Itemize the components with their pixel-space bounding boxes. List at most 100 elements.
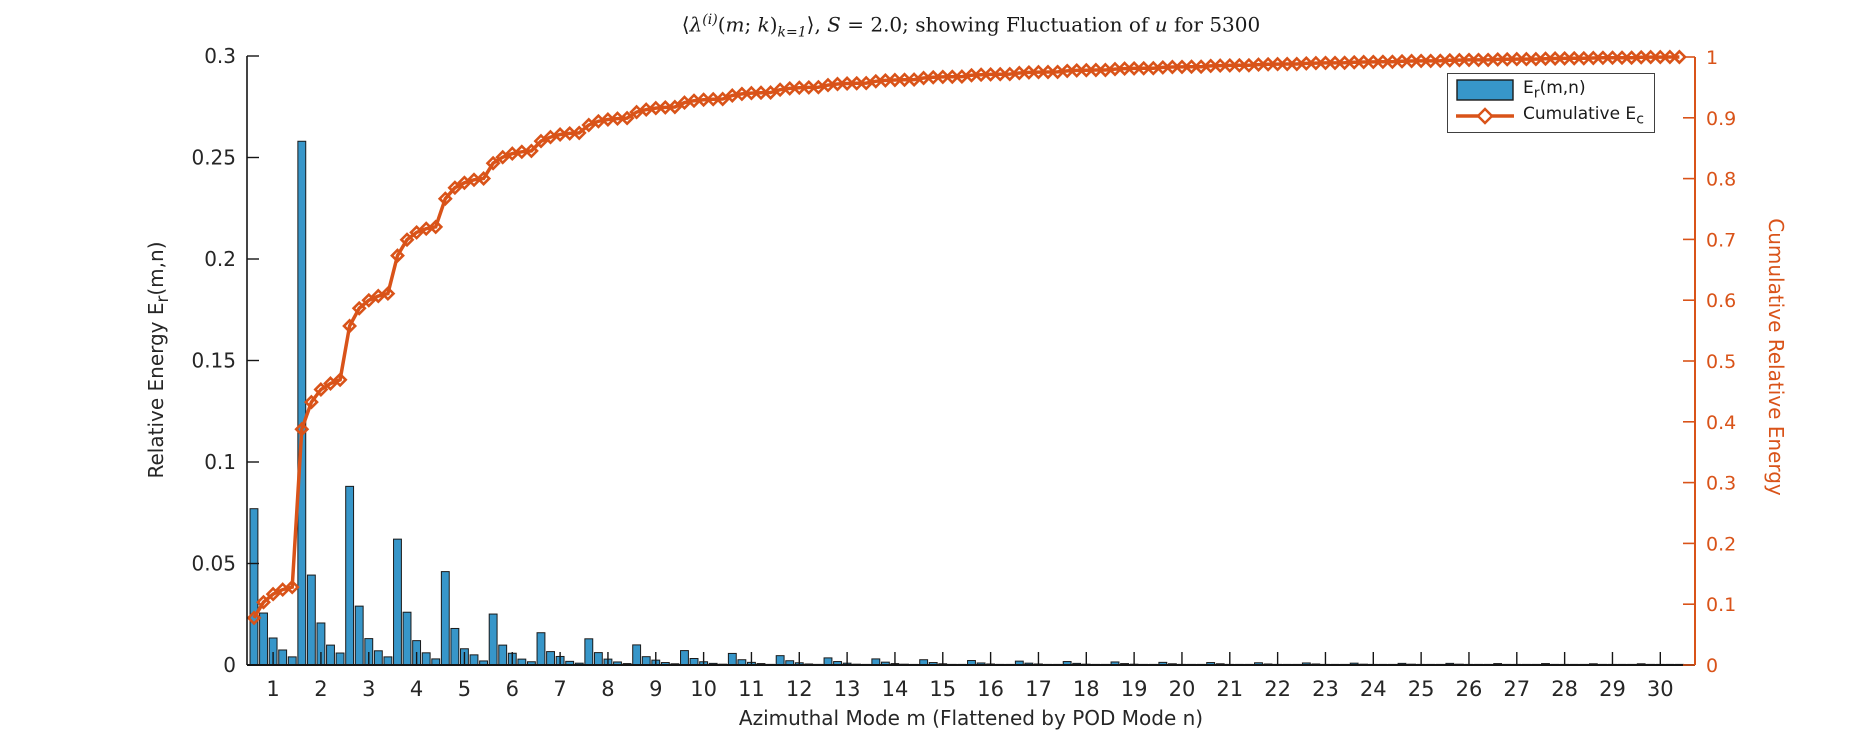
diamond-marker xyxy=(1461,52,1477,68)
diamond-marker xyxy=(342,318,358,334)
diamond-marker xyxy=(1518,51,1534,67)
diamond-marker xyxy=(1614,50,1630,66)
y-right-tick-label: 0.8 xyxy=(1706,169,1736,191)
diamond-marker xyxy=(380,286,396,302)
bar xyxy=(680,650,689,666)
x-tick-label: 16 xyxy=(977,677,1004,701)
x-tick-label: 30 xyxy=(1647,677,1674,701)
y-right-tick-label: 0.2 xyxy=(1706,533,1736,555)
diamond-marker xyxy=(1547,51,1563,66)
x-tick-label: 18 xyxy=(1073,677,1100,701)
bar xyxy=(469,654,479,666)
y-axis-label-right: Cumulative Relative Energy xyxy=(1764,218,1788,496)
bar xyxy=(393,538,402,666)
diamond-marker xyxy=(715,91,731,107)
y-right-tick-label: 0.7 xyxy=(1706,229,1736,251)
x-tick-label: 27 xyxy=(1503,677,1530,701)
diamond-marker xyxy=(1509,51,1525,67)
diamond-marker xyxy=(265,586,281,602)
diamond-marker xyxy=(294,421,310,437)
legend: Er(m,n) Cumulative Ec xyxy=(1447,73,1655,133)
diamond-marker xyxy=(313,382,329,397)
diamond-marker xyxy=(1451,52,1467,68)
bar xyxy=(488,613,498,666)
diamond-marker xyxy=(523,143,539,159)
diamond-marker xyxy=(323,376,338,391)
diamond-marker xyxy=(944,69,960,85)
diamond-marker xyxy=(1375,54,1391,70)
diamond-marker xyxy=(1662,49,1678,65)
diamond-marker xyxy=(495,149,511,165)
x-tick-label: 15 xyxy=(929,677,956,701)
bar xyxy=(306,574,316,666)
bar xyxy=(536,632,546,666)
diamond-marker xyxy=(1471,52,1486,68)
diamond-marker xyxy=(1413,53,1429,69)
x-tick-label: 4 xyxy=(410,677,423,701)
legend-entry: Cumulative Ec xyxy=(1456,104,1646,128)
diamond-marker xyxy=(1164,59,1180,75)
diamond-marker xyxy=(1069,62,1085,78)
axes: 1 2 3 4 5 6 7 8 9 10 11 12 13 14 15 16 17 18 19 20 21 22 23 24 2… xyxy=(191,44,1736,701)
bar xyxy=(421,652,431,666)
line-diamond-swatch-icon xyxy=(1456,105,1514,127)
bar xyxy=(259,612,268,666)
x-tick-label: 14 xyxy=(882,677,909,701)
bar xyxy=(278,649,288,666)
x-tick-label: 25 xyxy=(1408,677,1435,701)
y-left-tick-label: 0.2 xyxy=(204,247,236,271)
bar xyxy=(373,650,383,666)
x-tick-label: 8 xyxy=(601,677,614,701)
diamond-marker xyxy=(1136,60,1152,76)
diamond-marker xyxy=(1356,54,1372,70)
y-left-tick-label: 0.15 xyxy=(191,349,236,373)
bar xyxy=(593,652,603,666)
bar xyxy=(335,652,345,666)
cumulative-line xyxy=(252,55,1680,619)
x-tick-label: 10 xyxy=(690,677,717,701)
x-tick-label: 7 xyxy=(553,677,566,701)
diamond-marker xyxy=(1499,51,1515,67)
diamond-marker xyxy=(1423,53,1439,69)
diamond-marker xyxy=(246,610,262,626)
y-right-tick-label: 0.1 xyxy=(1706,594,1736,616)
diamond-marker xyxy=(1671,49,1687,65)
bar xyxy=(546,651,555,666)
diamond-marker xyxy=(571,125,587,141)
y-right-tick-label: 0 xyxy=(1706,655,1718,677)
diamond-marker xyxy=(533,133,549,149)
diamond-marker xyxy=(1279,56,1295,72)
x-tick-label: 24 xyxy=(1360,677,1387,701)
diamond-marker xyxy=(619,110,635,126)
y-right-tick-label: 0.4 xyxy=(1706,412,1736,434)
bar xyxy=(383,656,393,666)
bar xyxy=(584,638,594,666)
bar xyxy=(354,605,364,666)
diamond-marker xyxy=(1327,55,1343,71)
x-tick-label: 23 xyxy=(1312,677,1339,701)
x-tick-label: 17 xyxy=(1025,677,1052,701)
x-tick-label: 20 xyxy=(1169,677,1196,701)
x-tick-label: 2 xyxy=(314,677,327,701)
x-tick-label: 26 xyxy=(1456,677,1483,701)
diamond-marker xyxy=(476,171,492,186)
diamond-marker xyxy=(351,300,367,316)
diamond-marker xyxy=(390,248,405,264)
diamond-marker xyxy=(1078,62,1094,78)
diamond-marker xyxy=(753,85,769,101)
x-axis-label: Azimuthal Mode m (Flattened by POD Mode … xyxy=(738,706,1204,730)
diamond-marker xyxy=(1652,49,1668,65)
x-tick-label: 1 xyxy=(266,677,279,701)
diamond-marker xyxy=(897,72,912,88)
x-tick-label: 12 xyxy=(786,677,813,701)
bar xyxy=(297,140,307,666)
y-left-tick-label: 0.1 xyxy=(204,450,236,474)
bar xyxy=(727,652,737,666)
diamond-marker xyxy=(1318,55,1333,71)
x-tick-label: 6 xyxy=(506,677,519,701)
diamond-marker xyxy=(1212,58,1228,74)
y-right-tick-label: 0.5 xyxy=(1706,351,1736,373)
diamond-marker xyxy=(839,76,855,91)
diamond-marker xyxy=(1222,57,1238,73)
diamond-marker xyxy=(992,66,1008,82)
